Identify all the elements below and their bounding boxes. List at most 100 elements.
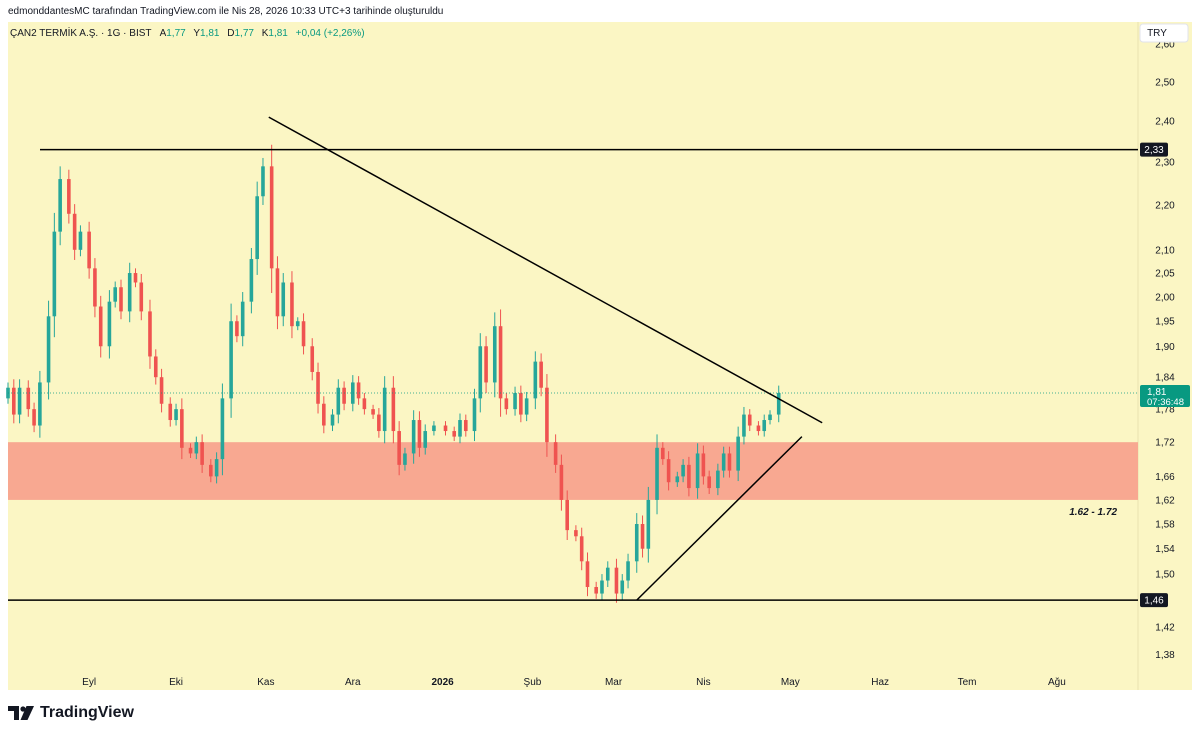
candle[interactable] <box>98 295 103 358</box>
candle[interactable] <box>371 404 375 419</box>
candle[interactable] <box>747 409 752 432</box>
candle[interactable] <box>432 421 436 436</box>
candle[interactable] <box>574 525 578 542</box>
candle[interactable] <box>423 424 428 455</box>
candle[interactable] <box>513 386 517 416</box>
candle[interactable] <box>87 221 91 279</box>
candle[interactable] <box>214 452 219 484</box>
candle[interactable] <box>356 376 361 405</box>
candle[interactable] <box>403 447 407 471</box>
candle[interactable] <box>107 290 112 359</box>
candle[interactable] <box>600 574 604 601</box>
candle[interactable] <box>133 268 138 288</box>
candle[interactable] <box>188 443 193 459</box>
candle[interactable] <box>159 368 164 413</box>
candle[interactable] <box>605 561 610 588</box>
candle[interactable] <box>153 349 158 385</box>
candle[interactable] <box>701 445 706 485</box>
candle[interactable] <box>762 414 767 437</box>
candle[interactable] <box>275 256 280 330</box>
trendline[interactable] <box>636 436 803 601</box>
candle[interactable] <box>342 381 346 411</box>
candle[interactable] <box>579 527 584 571</box>
candle[interactable] <box>742 406 746 445</box>
candle[interactable] <box>301 313 306 355</box>
candle[interactable] <box>255 181 259 275</box>
candle[interactable] <box>269 144 274 293</box>
candle[interactable] <box>478 333 483 413</box>
candle[interactable] <box>559 454 564 511</box>
level-price-badge[interactable]: 1,46 <box>1140 593 1168 608</box>
candle[interactable] <box>362 393 367 415</box>
price-chart[interactable]: 2,60 2,50 2,40 2,30 2,20 2,10 2,05 2,00 1,95 1,90… <box>0 0 1200 700</box>
candle[interactable] <box>139 273 144 321</box>
candle[interactable] <box>655 434 659 515</box>
candle[interactable] <box>707 470 711 494</box>
candle[interactable] <box>11 379 16 424</box>
candle[interactable] <box>533 351 538 410</box>
candle[interactable] <box>553 434 558 473</box>
tradingview-logo[interactable]: TradingView <box>8 704 134 722</box>
candle[interactable] <box>458 413 462 444</box>
candle[interactable] <box>316 362 320 414</box>
candle[interactable] <box>295 317 300 331</box>
candle[interactable] <box>180 398 184 460</box>
candle[interactable] <box>585 552 590 597</box>
candle[interactable] <box>594 581 598 599</box>
candle[interactable] <box>675 471 680 487</box>
candle[interactable] <box>46 300 51 400</box>
candle[interactable] <box>249 247 254 314</box>
candle[interactable] <box>310 338 315 381</box>
candle[interactable] <box>240 292 245 347</box>
candle[interactable] <box>220 383 225 476</box>
candle[interactable] <box>32 402 36 433</box>
candle[interactable] <box>58 166 62 246</box>
candle[interactable] <box>614 558 619 603</box>
candle[interactable] <box>194 436 199 460</box>
candle[interactable] <box>78 225 83 257</box>
candle[interactable] <box>411 410 416 464</box>
candle[interactable] <box>504 393 509 415</box>
candle[interactable] <box>640 515 645 558</box>
candle[interactable] <box>472 388 477 442</box>
candle[interactable] <box>524 391 529 422</box>
candle[interactable] <box>463 414 468 437</box>
candle[interactable] <box>756 421 761 436</box>
candle[interactable] <box>382 376 387 444</box>
candle[interactable] <box>229 303 233 418</box>
candle[interactable] <box>290 271 294 339</box>
candle[interactable] <box>281 273 286 327</box>
candle[interactable] <box>776 385 781 423</box>
candle[interactable] <box>119 279 123 320</box>
candle[interactable] <box>565 490 570 540</box>
candle[interactable] <box>519 385 523 423</box>
candle[interactable] <box>235 315 239 343</box>
candle[interactable] <box>721 446 726 478</box>
candle[interactable] <box>736 426 740 482</box>
candle[interactable] <box>666 451 671 491</box>
candle[interactable] <box>727 446 732 478</box>
candle[interactable] <box>322 396 326 434</box>
candle[interactable] <box>174 403 178 426</box>
candle[interactable] <box>484 336 488 394</box>
candle[interactable] <box>681 459 685 483</box>
candle[interactable] <box>498 309 503 417</box>
support-zone[interactable] <box>8 442 1138 500</box>
candle[interactable] <box>443 421 448 436</box>
currency-button[interactable]: TRY <box>1139 23 1189 43</box>
plot-background[interactable] <box>8 22 1138 690</box>
candle[interactable] <box>695 443 700 499</box>
candle[interactable] <box>67 169 71 224</box>
candle[interactable] <box>168 397 173 427</box>
candle[interactable] <box>661 442 665 465</box>
candle[interactable] <box>492 312 497 398</box>
candle[interactable] <box>687 456 691 497</box>
candle[interactable] <box>545 374 549 457</box>
candle[interactable] <box>397 421 401 476</box>
candle[interactable] <box>634 513 639 573</box>
price-scale[interactable] <box>1138 22 1192 690</box>
candle[interactable] <box>330 409 335 432</box>
candle[interactable] <box>26 380 31 417</box>
candle[interactable] <box>391 376 396 444</box>
